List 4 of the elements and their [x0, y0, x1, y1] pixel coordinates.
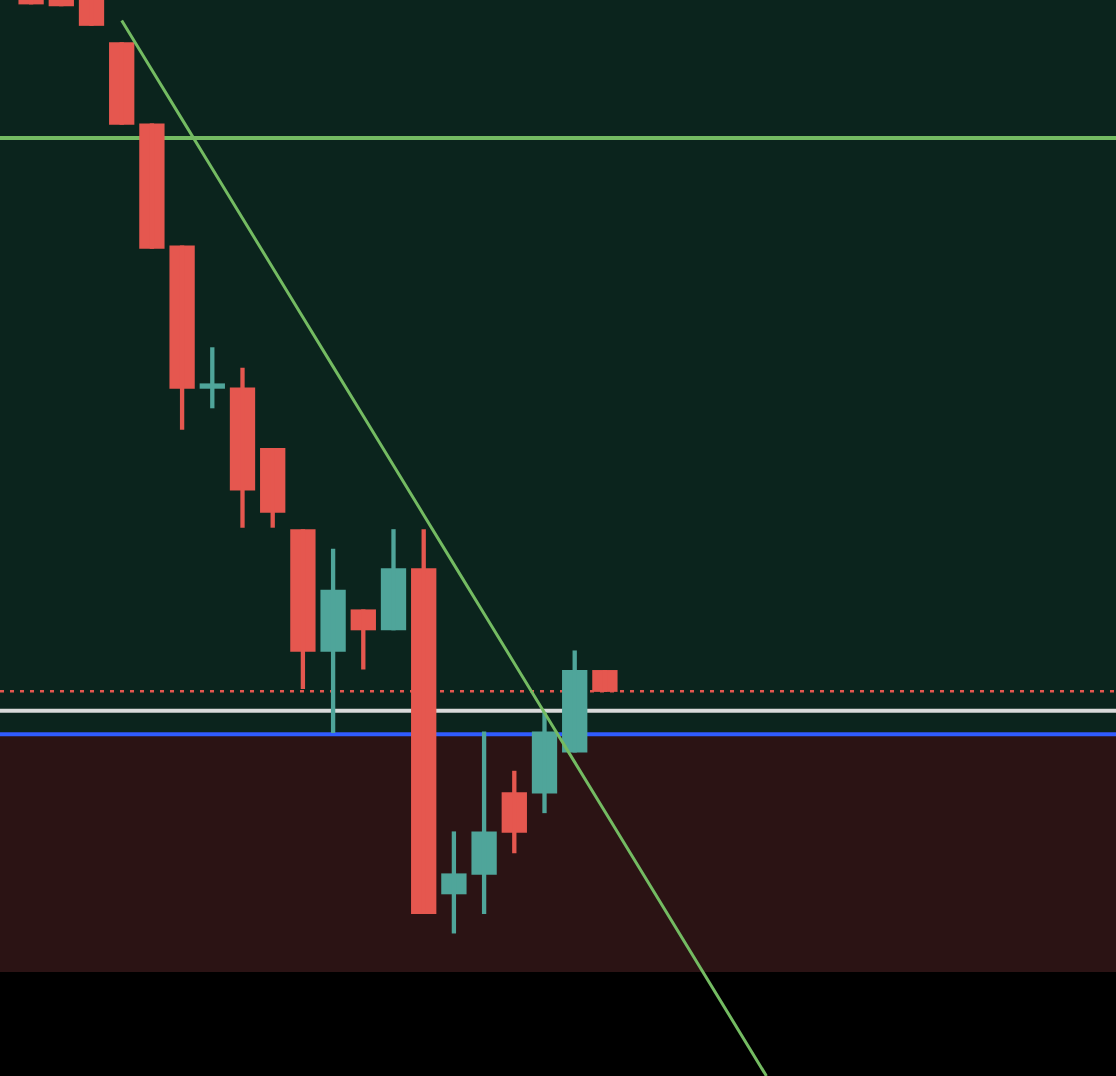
candlestick — [199, 347, 225, 409]
candlestick — [109, 42, 135, 125]
candlestick — [78, 0, 105, 26]
candlestick — [139, 123, 165, 249]
